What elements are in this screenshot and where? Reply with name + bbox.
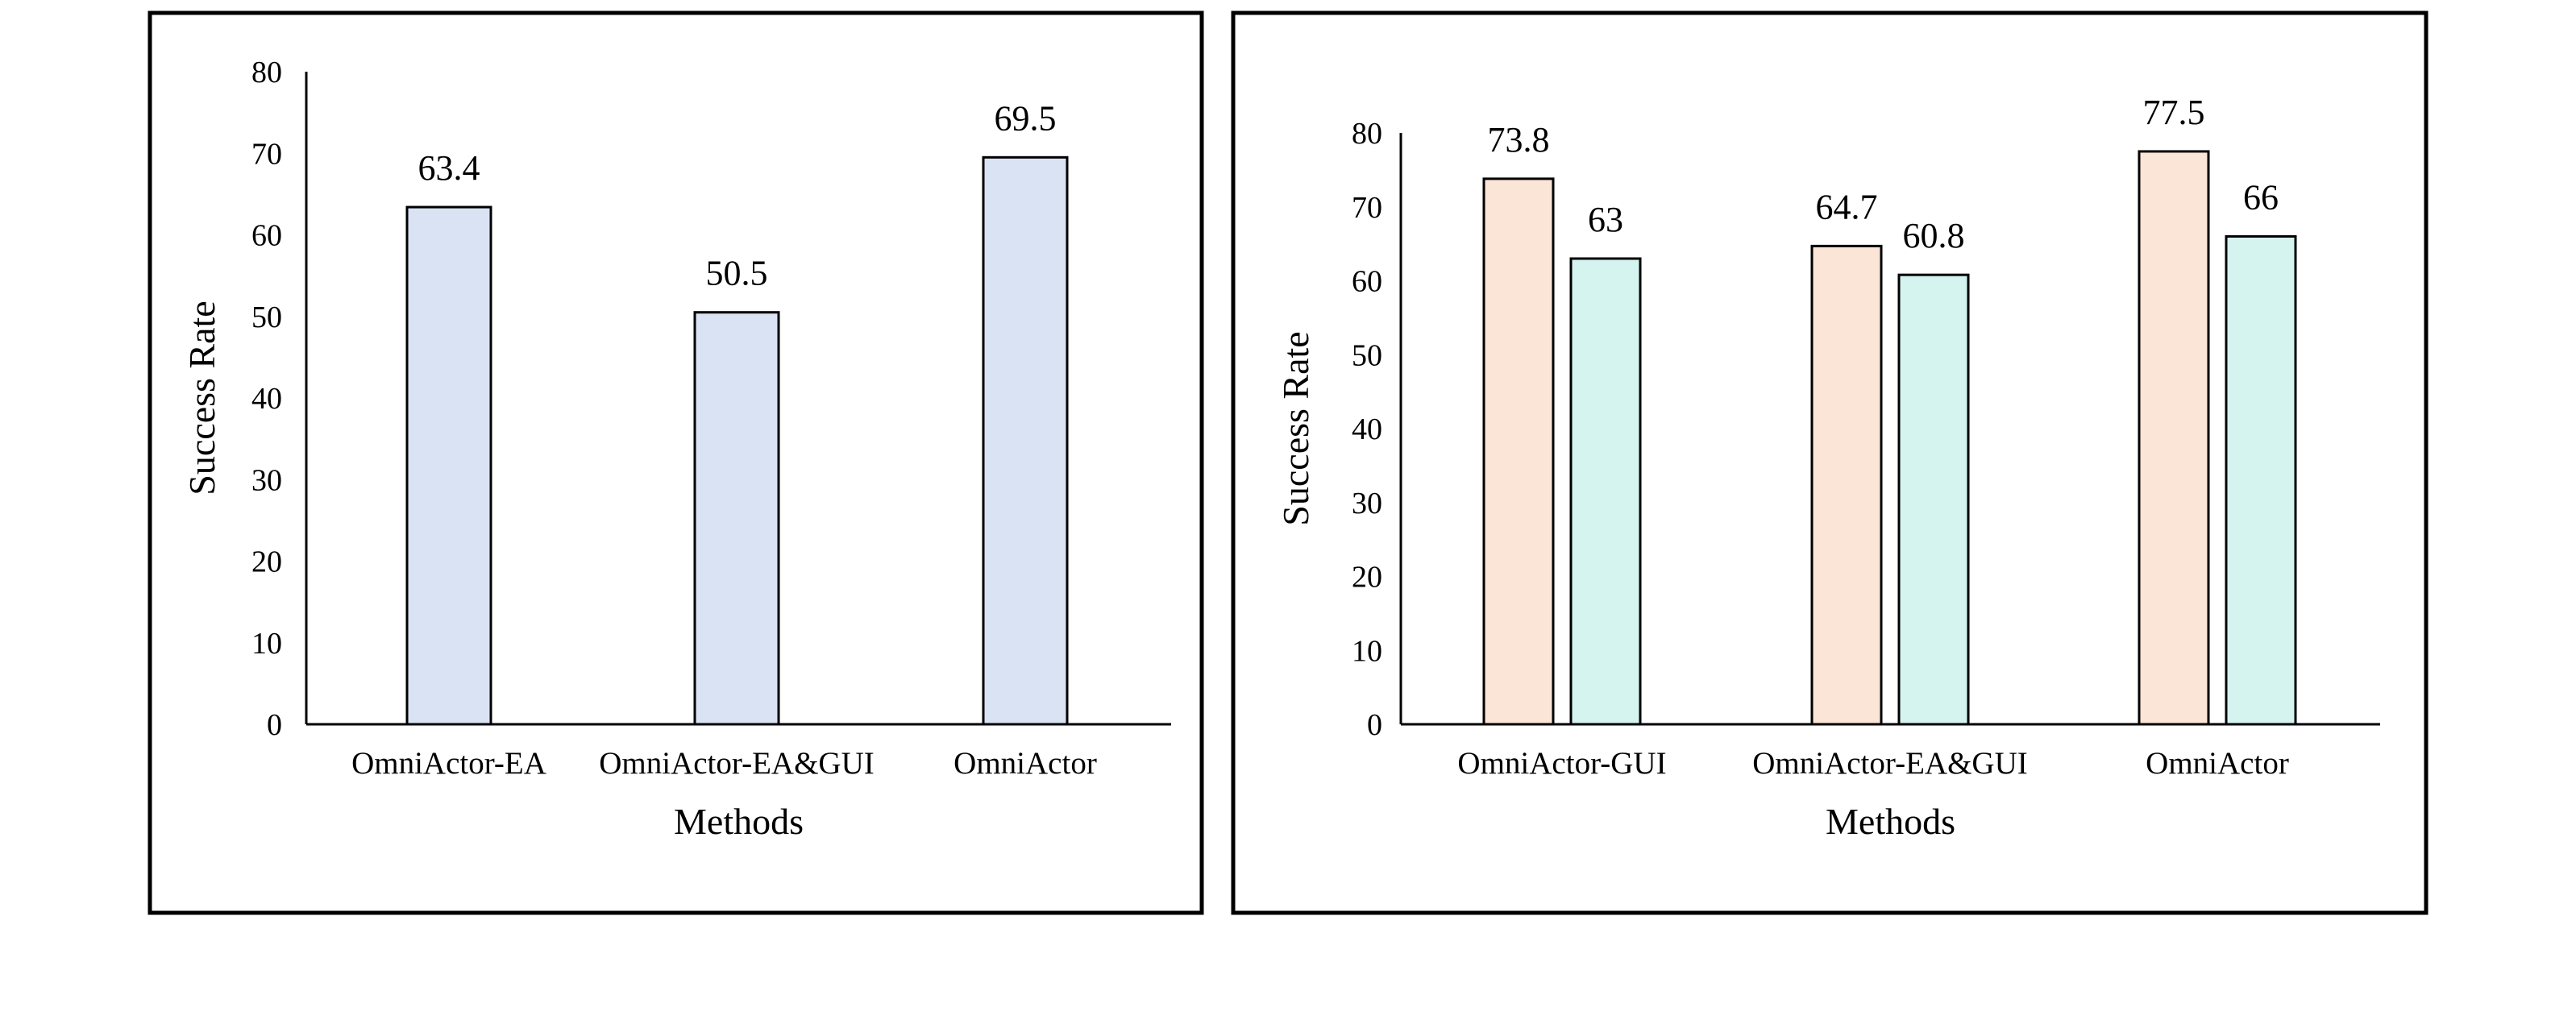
y-tick-label: 50 — [1352, 338, 1382, 372]
y-tick-label: 40 — [1352, 412, 1382, 446]
x-tick-label: OmniActor-EA&GUI — [599, 746, 874, 781]
y-tick-label: 40 — [251, 382, 282, 416]
chart-frame — [147, 10, 1204, 915]
bar — [1810, 244, 1883, 726]
left-bar-chart: 63.4 50.5 69.5 0 10 20 30 40 50 60 70 80 OmniActor-E… — [147, 10, 1204, 915]
x-tick-label: OmniActor — [2146, 746, 2289, 781]
y-tick-label: 20 — [251, 545, 282, 579]
y-tick-label: 80 — [1352, 117, 1382, 151]
data-label: 64.7 — [1816, 187, 1878, 226]
y-tick-label: 30 — [251, 463, 282, 497]
data-label: 63.4 — [418, 148, 480, 188]
bar — [1569, 257, 1642, 726]
x-tick-label: OmniActor-GUI — [1457, 746, 1666, 781]
y-tick-label: 60 — [1352, 265, 1382, 299]
data-label: 73.8 — [1488, 120, 1550, 160]
data-label: 77.5 — [2143, 93, 2205, 132]
y-tick-label: 30 — [1352, 487, 1382, 520]
x-axis-title: Methods — [1826, 801, 1955, 842]
y-tick-label: 70 — [1352, 191, 1382, 225]
bar — [1482, 177, 1555, 726]
data-label: 69.5 — [995, 98, 1057, 138]
data-label: 63 — [1588, 200, 1623, 239]
y-tick-label: 0 — [1367, 708, 1382, 742]
chart-frame — [1231, 10, 2429, 915]
y-tick-label: 80 — [251, 56, 282, 89]
data-label: 60.8 — [1903, 216, 1965, 255]
y-tick-label: 10 — [1352, 634, 1382, 668]
data-label: 50.5 — [706, 254, 768, 293]
y-tick-label: 20 — [1352, 561, 1382, 595]
y-tick-label: 60 — [251, 219, 282, 253]
y-axis-title: Success Rate — [181, 301, 222, 495]
x-tick-label: OmniActor — [954, 746, 1097, 781]
bar — [2225, 234, 2297, 726]
bar — [405, 205, 492, 726]
y-tick-label: 0 — [267, 708, 282, 742]
bar — [2138, 150, 2210, 726]
bar — [982, 155, 1069, 726]
y-axis-title: Success Rate — [1275, 331, 1316, 525]
x-axis-title: Methods — [674, 801, 804, 842]
y-tick-label: 70 — [251, 137, 282, 171]
right-bar-chart: 73.8 64.7 77.5 63 60.8 66 0 10 20 30 40 50 60 70 80 Omn… — [1231, 10, 2429, 915]
y-tick-label: 50 — [251, 301, 282, 334]
x-tick-label: OmniActor-EA — [351, 746, 546, 781]
bar — [693, 311, 780, 726]
y-tick-label: 10 — [251, 627, 282, 661]
x-tick-label: OmniActor-EA&GUI — [1752, 746, 2027, 781]
bar — [1897, 273, 1970, 726]
data-label: 66 — [2243, 177, 2279, 217]
